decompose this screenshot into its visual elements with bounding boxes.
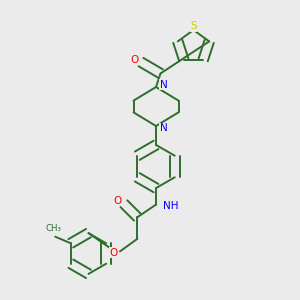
Text: N: N [160, 123, 167, 134]
Text: O: O [113, 196, 122, 206]
Text: NH: NH [163, 201, 178, 211]
Text: CH₃: CH₃ [46, 224, 62, 233]
Text: S: S [190, 21, 197, 32]
Text: O: O [130, 55, 139, 65]
Text: O: O [109, 248, 118, 258]
Text: N: N [160, 80, 167, 90]
